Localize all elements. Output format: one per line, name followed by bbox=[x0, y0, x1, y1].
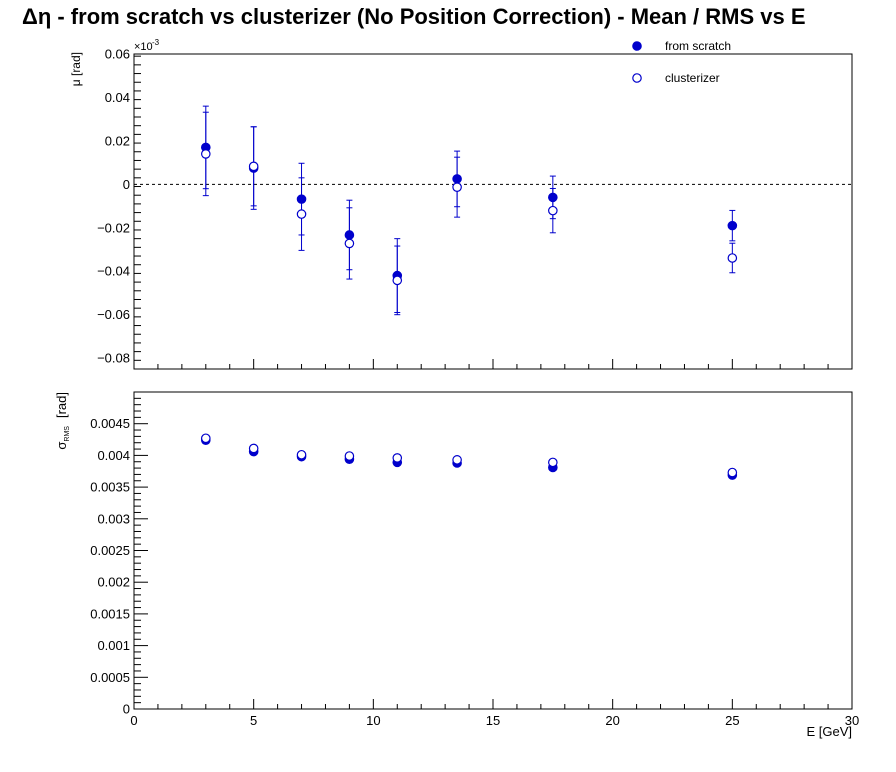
clusterizer-point bbox=[452, 182, 462, 192]
x-axis-label: E [GeV] bbox=[806, 724, 852, 739]
plot-frame bbox=[133, 53, 853, 370]
legend-label-clusterizer: clusterizer bbox=[665, 71, 720, 85]
x-tick-label: 0 bbox=[130, 713, 137, 728]
from-scratch-point bbox=[727, 220, 738, 231]
y-tick-label: 0.0005 bbox=[90, 670, 130, 685]
clusterizer-point bbox=[296, 449, 307, 460]
y-axis-multiplier-exponent: -3 bbox=[152, 38, 160, 47]
rms-panel: 0 5 10 15 20 25 30 0 0.0005 0.001 0.0015 0.002 0.002… bbox=[54, 391, 859, 739]
clusterizer-point bbox=[548, 457, 558, 468]
y-tick-label: 0.0025 bbox=[90, 543, 130, 558]
clusterizer-point bbox=[727, 253, 738, 263]
x-tick-label: 10 bbox=[366, 713, 380, 728]
y-tick-label: 0.004 bbox=[97, 448, 130, 463]
mean-panel: −0.08 −0.06 −0.04 −0.02 0 0.02 0.04 0.06 ×10 -3 μ … bbox=[69, 38, 853, 370]
chart-title: Δη - from scratch vs clusterizer (No Pos… bbox=[22, 4, 806, 29]
clusterizer-point bbox=[392, 275, 403, 286]
x-tick-label: 25 bbox=[725, 713, 739, 728]
clusterizer-point bbox=[548, 205, 558, 216]
clusterizer-point bbox=[392, 453, 403, 463]
y-tick-label: −0.04 bbox=[97, 264, 130, 279]
clusterizer-point bbox=[296, 209, 307, 219]
y-tick-label: 0.001 bbox=[97, 638, 130, 653]
clusterizer-point bbox=[727, 467, 738, 478]
y-tick-label: 0.003 bbox=[97, 511, 130, 526]
x-tick-label: 15 bbox=[486, 713, 500, 728]
clusterizer-point bbox=[201, 149, 211, 159]
y-tick-label: 0.04 bbox=[105, 90, 130, 105]
legend-marker-clusterizer bbox=[632, 73, 642, 83]
y-tick-label: 0.06 bbox=[105, 47, 130, 62]
clusterizer-point bbox=[248, 161, 259, 172]
y-tick-label: −0.08 bbox=[97, 351, 130, 366]
y-tick-label: 0.002 bbox=[97, 575, 130, 590]
plot-frame bbox=[133, 391, 853, 710]
y-axis-label: μ [rad] bbox=[69, 52, 83, 86]
clusterizer-point bbox=[344, 238, 355, 249]
x-tick-label: 30 bbox=[845, 713, 859, 728]
y-axis-label-symbol: σ bbox=[54, 442, 69, 450]
y-axis-label-subscript: RMS bbox=[64, 426, 71, 442]
y-tick-label: 0.0045 bbox=[90, 416, 130, 431]
y-axis-label-unit: [rad] bbox=[54, 392, 69, 418]
y-tick-label: 0 bbox=[123, 702, 130, 717]
y-tick-label: −0.02 bbox=[97, 220, 130, 235]
legend-label-from-scratch: from scratch bbox=[665, 39, 731, 53]
clusterizer-point bbox=[344, 451, 355, 461]
y-tick-label: 0 bbox=[123, 177, 130, 192]
y-tick-label: 0.0015 bbox=[90, 606, 130, 621]
x-tick-label: 20 bbox=[605, 713, 619, 728]
y-tick-label: 0.02 bbox=[105, 133, 130, 148]
clusterizer-point bbox=[452, 455, 462, 465]
y-tick-label: −0.06 bbox=[97, 307, 130, 322]
x-tick-label: 5 bbox=[250, 713, 257, 728]
clusterizer-point bbox=[201, 433, 211, 444]
y-tick-label: 0.0035 bbox=[90, 480, 130, 495]
clusterizer-point bbox=[248, 443, 259, 454]
y-axis-multiplier: ×10 bbox=[134, 41, 153, 53]
legend-marker-from-scratch bbox=[632, 41, 642, 51]
y-axis-label: σRMS [rad] bbox=[54, 392, 71, 450]
